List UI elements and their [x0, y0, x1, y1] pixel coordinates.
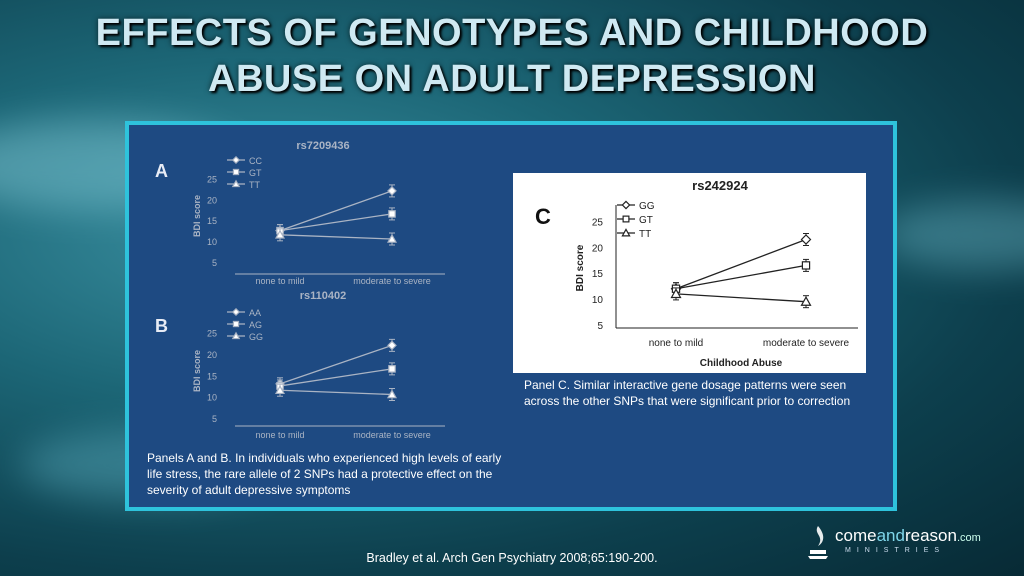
x-tick-label: moderate to severe — [763, 338, 850, 349]
x-tick-label: none to mild — [255, 430, 304, 440]
data-point — [388, 365, 396, 373]
series-line — [279, 344, 393, 385]
panel-label: A — [155, 161, 168, 181]
legend-marker — [621, 228, 631, 237]
legend-marker — [231, 155, 241, 165]
series-line — [279, 368, 393, 387]
legend-marker — [232, 320, 240, 328]
y-tick-label: 10 — [592, 295, 604, 306]
citation: Bradley et al. Arch Gen Psychiatry 2008;… — [366, 551, 658, 565]
y-tick-label: 25 — [207, 329, 217, 339]
chart-title: rs110402 — [300, 290, 347, 302]
legend-label: GT — [249, 168, 262, 178]
data-point — [274, 229, 286, 239]
data-point — [670, 288, 682, 299]
data-point — [801, 261, 811, 270]
y-tick-label: 15 — [592, 269, 604, 280]
x-tick-label: moderate to severe — [353, 430, 431, 440]
slide-title-line2: ABUSE ON ADULT DEPRESSION — [208, 58, 816, 100]
legend-marker — [231, 331, 241, 340]
flame-icon — [808, 526, 828, 559]
x-tick-label: none to mild — [649, 338, 703, 349]
caption-panel-c: Panel C. Similar interactive gene dosage… — [524, 378, 851, 408]
legend-marker — [621, 200, 631, 210]
series-line — [279, 213, 393, 232]
legend-marker — [622, 215, 630, 223]
y-tick-label: 20 — [592, 243, 604, 254]
series-line — [279, 389, 393, 396]
legend-label: GG — [249, 332, 263, 342]
data-point — [274, 384, 286, 395]
legend-label: GG — [639, 201, 655, 212]
series-line — [675, 238, 807, 290]
x-tick-label: moderate to severe — [353, 276, 431, 286]
logo-wordmark: comeandreason.com — [835, 526, 981, 545]
x-axis-label: Childhood Abuse — [700, 358, 783, 369]
series-line — [279, 190, 393, 232]
legend-label: CC — [249, 156, 262, 166]
y-tick-label: 25 — [592, 217, 604, 228]
come-and-reason-logo: comeandreason.com MINISTRIES — [805, 522, 985, 562]
legend-label: AG — [249, 320, 262, 330]
data-point — [800, 295, 812, 306]
chart-title: rs7209436 — [296, 140, 349, 152]
caption-panels-ab: Panels A and B. In individuals who exper… — [147, 451, 502, 497]
y-axis-label: BDI score — [575, 244, 586, 291]
y-tick-label: 25 — [207, 174, 217, 184]
y-tick-label: 10 — [207, 393, 217, 403]
legend-label: GT — [639, 215, 653, 226]
series-line — [279, 234, 393, 240]
logo-subtitle: MINISTRIES — [845, 547, 946, 554]
legend-marker — [232, 168, 240, 176]
y-tick-label: 5 — [212, 414, 217, 424]
legend-label: AA — [249, 308, 261, 318]
data-point — [386, 389, 398, 399]
data-point — [800, 234, 812, 245]
panel-label: B — [155, 316, 168, 336]
background-streak — [880, 200, 1024, 270]
legend-label: TT — [249, 180, 260, 190]
series-line — [675, 264, 807, 290]
y-axis-label: BDI score — [192, 195, 202, 237]
data-point — [388, 210, 396, 218]
legend-marker — [231, 307, 241, 317]
y-axis-label: BDI score — [192, 350, 202, 392]
y-tick-label: 20 — [207, 350, 217, 360]
chart-c-background — [513, 173, 866, 373]
chart-title: rs242924 — [692, 178, 748, 193]
series-line — [675, 293, 807, 303]
slide-title-line1: EFFECTS OF GENOTYPES AND CHILDHOOD — [95, 12, 929, 54]
data-point — [386, 233, 398, 243]
slide-title: EFFECTS OF GENOTYPES AND CHILDHOOD ABUSE… — [0, 10, 1024, 102]
legend-label: TT — [639, 229, 651, 240]
y-tick-label: 20 — [207, 195, 217, 205]
data-point — [387, 340, 397, 351]
y-tick-label: 15 — [207, 371, 217, 381]
y-tick-label: 5 — [597, 321, 603, 332]
x-tick-label: none to mild — [255, 276, 304, 286]
y-tick-label: 15 — [207, 216, 217, 226]
y-tick-label: 5 — [212, 258, 217, 268]
data-point — [387, 186, 397, 196]
panel-label: C — [535, 204, 551, 229]
y-tick-label: 10 — [207, 237, 217, 247]
legend-marker — [231, 179, 241, 188]
